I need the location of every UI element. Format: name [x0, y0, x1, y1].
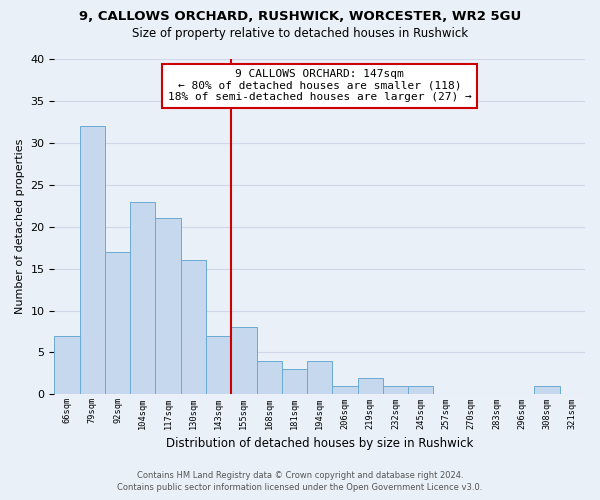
Text: 9 CALLOWS ORCHARD: 147sqm
← 80% of detached houses are smaller (118)
18% of semi: 9 CALLOWS ORCHARD: 147sqm ← 80% of detac… [168, 69, 472, 102]
Bar [206, 336, 231, 394]
Bar [130, 202, 155, 394]
Bar [55, 336, 80, 394]
Bar [332, 386, 358, 394]
Bar [231, 328, 257, 394]
Bar [105, 252, 130, 394]
Bar [358, 378, 383, 394]
X-axis label: Distribution of detached houses by size in Rushwick: Distribution of detached houses by size … [166, 437, 473, 450]
Text: Contains HM Land Registry data © Crown copyright and database right 2024.
Contai: Contains HM Land Registry data © Crown c… [118, 471, 482, 492]
Bar [181, 260, 206, 394]
Bar [282, 369, 307, 394]
Bar [408, 386, 433, 394]
Bar [383, 386, 408, 394]
Text: Size of property relative to detached houses in Rushwick: Size of property relative to detached ho… [132, 28, 468, 40]
Bar [307, 361, 332, 394]
Y-axis label: Number of detached properties: Number of detached properties [15, 139, 25, 314]
Text: 9, CALLOWS ORCHARD, RUSHWICK, WORCESTER, WR2 5GU: 9, CALLOWS ORCHARD, RUSHWICK, WORCESTER,… [79, 10, 521, 23]
Bar [155, 218, 181, 394]
Bar [257, 361, 282, 394]
Bar [80, 126, 105, 394]
Bar [535, 386, 560, 394]
